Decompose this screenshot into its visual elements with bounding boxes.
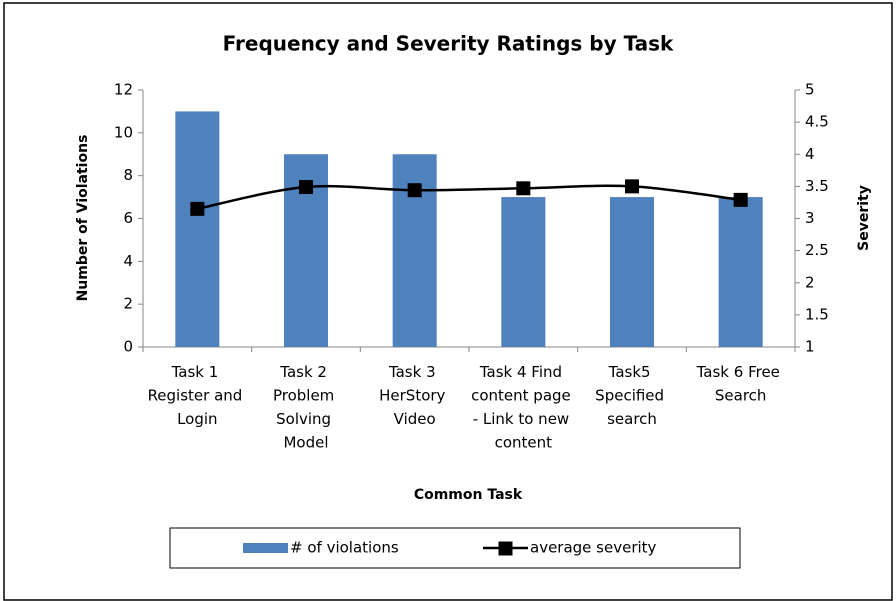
y2-tick-label: 3 <box>805 209 815 227</box>
legend-label: # of violations <box>290 539 399 557</box>
marker <box>190 201 205 216</box>
x-tick-label: Task 3 HerStory Video <box>379 363 450 428</box>
bar <box>392 154 437 347</box>
bar <box>175 111 220 348</box>
marker <box>625 179 639 194</box>
y-tick-label: 8 <box>123 166 133 184</box>
bar <box>501 197 546 347</box>
legend-swatch <box>243 543 288 553</box>
y2-axis-title: Severity <box>856 185 872 251</box>
legend-label: average severity <box>530 539 657 557</box>
y-tick-label: 6 <box>123 209 133 227</box>
y2-tick-label: 4 <box>805 145 815 163</box>
line <box>197 184 741 211</box>
x-axis-title: Common Task <box>414 487 523 503</box>
y2-tick-label: 4.5 <box>805 113 829 131</box>
y2-tick-label: 1.5 <box>805 305 829 323</box>
y-tick-label: 10 <box>114 123 133 141</box>
marker <box>516 181 531 196</box>
x-tick-label: Task 4 Find content page - Link to new c… <box>471 363 575 452</box>
y2-tick-label: 3.5 <box>805 177 829 195</box>
y2-tick-label: 2 <box>805 273 815 291</box>
marker <box>407 183 422 198</box>
x-tick-label: Task5 Specified search <box>595 363 669 428</box>
marker <box>299 180 313 195</box>
y-tick-label: 0 <box>123 338 133 356</box>
y-axis-title: Number of Violations <box>75 135 91 302</box>
y2-tick-label: 1 <box>805 338 815 356</box>
marker <box>733 192 748 207</box>
y2-tick-label: 5 <box>805 81 815 99</box>
y-tick-label: 12 <box>114 81 133 99</box>
x-tick-label: Task 6 Free Search <box>696 363 785 405</box>
y2-tick-label: 2.5 <box>805 241 829 259</box>
chart-title: Frequency and Severity Ratings by Task <box>223 32 674 56</box>
bar <box>718 197 763 347</box>
legend-box <box>169 527 741 569</box>
frame <box>3 2 893 601</box>
bar <box>610 197 654 347</box>
legend-swatch <box>498 541 513 556</box>
y-tick-label: 4 <box>123 252 133 270</box>
x-tick-label: Task 1 Register and Login <box>148 363 248 428</box>
x-tick-label: Task 2 Problem Solving Model <box>273 363 339 452</box>
y-tick-label: 2 <box>123 295 133 313</box>
